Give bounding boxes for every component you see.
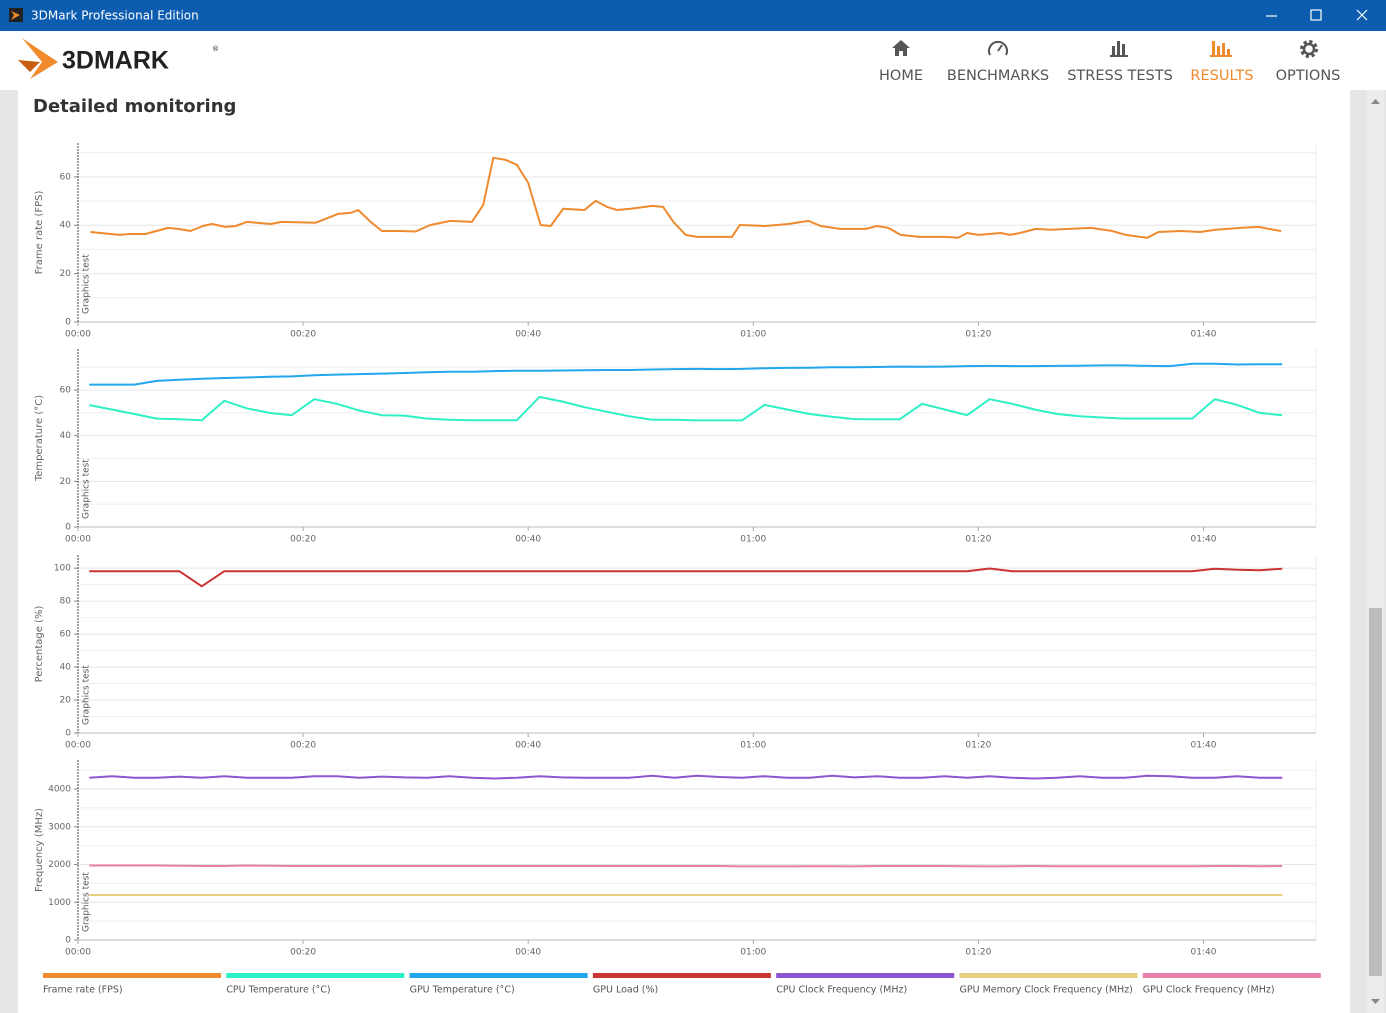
y-tick-label: 1000 — [48, 898, 71, 908]
legend-label: CPU Temperature (°C) — [226, 985, 330, 996]
legend-swatch — [226, 973, 405, 978]
x-tick-label: 00:40 — [515, 741, 541, 751]
y-tick-label: 3000 — [48, 822, 71, 832]
y-tick-label: 60 — [60, 172, 72, 182]
y-tick-label: 100 — [54, 564, 71, 574]
brand-mark: ® — [212, 45, 219, 53]
x-tick-label: 01:20 — [965, 330, 991, 340]
test-annotation: Graphics test — [82, 872, 92, 932]
legend-swatch — [959, 973, 1138, 978]
legend-swatch — [43, 973, 221, 978]
series-line — [89, 362, 1283, 386]
x-tick-label: 01:00 — [740, 741, 766, 751]
y-tick-label: 0 — [65, 729, 71, 739]
y-tick-label: 60 — [60, 630, 72, 640]
x-tick-label: 01:00 — [740, 535, 766, 545]
y-axis-label: Temperature (°C) — [34, 395, 45, 482]
x-tick-label: 01:40 — [1190, 741, 1216, 751]
legend-swatch — [592, 973, 771, 978]
legend-label: CPU Clock Frequency (MHz) — [776, 985, 907, 996]
x-tick-label: 00:00 — [65, 948, 91, 958]
legend-label: Frame rate (FPS) — [43, 985, 123, 996]
logo[interactable]: 3DMARK ® — [18, 38, 219, 79]
y-tick-label: 80 — [60, 597, 72, 607]
results-icon — [1210, 41, 1232, 57]
options-icon — [1300, 40, 1318, 58]
x-tick-label: 01:40 — [1190, 330, 1216, 340]
x-tick-label: 00:20 — [290, 535, 316, 545]
y-tick-label: 0 — [65, 936, 71, 946]
y-axis-label: Frame rate (FPS) — [34, 191, 45, 275]
x-tick-label: 00:00 — [65, 330, 91, 340]
title-bar — [0, 0, 1386, 31]
x-tick-label: 01:40 — [1190, 535, 1216, 545]
x-tick-label: 00:00 — [65, 535, 91, 545]
y-axis-label: Percentage (%) — [34, 606, 45, 683]
legend-label: GPU Temperature (°C) — [410, 985, 515, 996]
x-tick-label: 01:40 — [1190, 948, 1216, 958]
benchmarks-icon — [988, 40, 1008, 56]
x-tick-label: 01:20 — [965, 741, 991, 751]
x-tick-label: 01:00 — [740, 330, 766, 340]
legend-label: GPU Load (%) — [593, 985, 658, 996]
y-tick-label: 4000 — [48, 785, 71, 795]
x-tick-label: 01:20 — [965, 948, 991, 958]
maximize-button[interactable] — [1310, 9, 1322, 21]
y-tick-label: 40 — [60, 431, 72, 441]
x-tick-label: 00:40 — [515, 948, 541, 958]
nav-item[interactable]: STRESS TESTS — [1067, 68, 1173, 84]
test-annotation: Graphics test — [82, 665, 92, 725]
series-line — [89, 774, 1283, 780]
x-tick-label: 00:20 — [290, 330, 316, 340]
legend-label: GPU Memory Clock Frequency (MHz) — [960, 985, 1133, 996]
test-annotation: Graphics test — [82, 254, 92, 314]
stress-icon — [1110, 41, 1128, 57]
y-axis-label: Frequency (MHz) — [34, 808, 45, 892]
scrollbar[interactable] — [1367, 90, 1384, 1013]
header — [0, 31, 1386, 90]
app-icon — [9, 8, 23, 22]
y-tick-label: 2000 — [48, 860, 71, 870]
y-tick-label: 20 — [60, 269, 72, 279]
legend-swatch — [409, 973, 588, 978]
legend-label: GPU Clock Frequency (MHz) — [1143, 985, 1275, 996]
x-tick-label: 01:00 — [740, 948, 766, 958]
x-tick-label: 00:20 — [290, 741, 316, 751]
panel — [18, 90, 1350, 1013]
y-tick-label: 40 — [60, 221, 72, 231]
series-line — [90, 156, 1282, 239]
y-tick-label: 20 — [60, 477, 72, 487]
close-button[interactable] — [1356, 9, 1368, 21]
y-tick-label: 60 — [60, 386, 72, 396]
x-tick-label: 00:40 — [515, 535, 541, 545]
home-icon — [892, 40, 910, 56]
series-line — [89, 395, 1283, 422]
y-tick-label: 20 — [60, 696, 72, 706]
nav-item[interactable]: RESULTS — [1190, 68, 1253, 84]
window-title: 3DMark Professional Edition — [31, 9, 199, 23]
section-heading: Detailed monitoring — [33, 96, 236, 117]
brand: 3DMARK — [62, 47, 169, 75]
x-tick-label: 00:00 — [65, 741, 91, 751]
y-tick-label: 40 — [60, 663, 72, 673]
x-tick-label: 01:20 — [965, 535, 991, 545]
y-tick-label: 0 — [65, 318, 71, 328]
series-line — [89, 567, 1283, 588]
nav-item[interactable]: HOME — [879, 68, 923, 84]
series-line — [89, 864, 1283, 868]
nav-item[interactable]: OPTIONS — [1276, 68, 1341, 84]
nav-item[interactable]: BENCHMARKS — [947, 68, 1049, 84]
legend-swatch — [776, 973, 955, 978]
legend-swatch — [1142, 973, 1321, 978]
x-tick-label: 00:20 — [290, 948, 316, 958]
y-tick-label: 0 — [65, 523, 71, 533]
x-tick-label: 00:40 — [515, 330, 541, 340]
test-annotation: Graphics test — [82, 459, 92, 519]
